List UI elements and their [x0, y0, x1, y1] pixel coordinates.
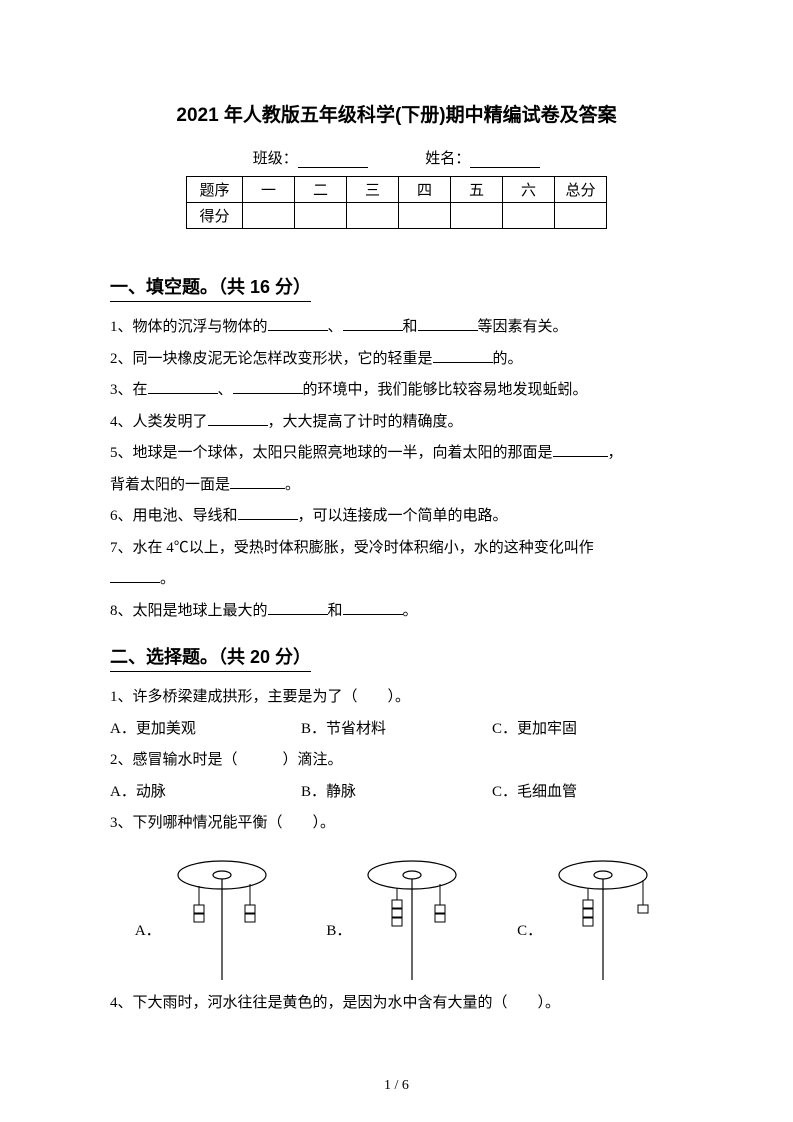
- cell: 五: [451, 177, 503, 203]
- s2q3: 3、下列哪种情况能平衡（ ）。: [110, 808, 683, 840]
- score-cell[interactable]: [295, 203, 347, 229]
- text: 等因素有关。: [478, 319, 568, 335]
- s2q1: 1、许多桥梁建成拱形，主要是为了（ ）。: [110, 682, 683, 714]
- cell: 二: [295, 177, 347, 203]
- blank[interactable]: [110, 568, 160, 583]
- text: 的。: [493, 351, 523, 367]
- table-row: 得分: [187, 203, 607, 229]
- blank[interactable]: [208, 411, 268, 426]
- blank[interactable]: [148, 379, 218, 394]
- diagram-label-c: C．: [517, 919, 542, 980]
- option-a[interactable]: A．动脉: [110, 777, 301, 809]
- s2q2-options: A．动脉 B．静脉 C．毛细血管: [110, 777, 683, 809]
- score-cell[interactable]: [399, 203, 451, 229]
- score-cell[interactable]: [451, 203, 503, 229]
- exam-title: 2021 年人教版五年级科学(下册)期中精编试卷及答案: [110, 100, 683, 127]
- cell: 六: [503, 177, 555, 203]
- text: 8、太阳是地球上最大的: [110, 603, 268, 619]
- section2-title: 二、选择题。（共 20 分）: [110, 643, 311, 672]
- option-a[interactable]: A．更加美观: [110, 714, 301, 746]
- diagram-b[interactable]: B．: [326, 850, 467, 980]
- q5: 5、地球是一个球体，太阳只能照亮地球的一半，向着太阳的那面是 ，: [110, 438, 683, 470]
- text: 1、物体的沉浮与物体的: [110, 319, 268, 335]
- cell: 总分: [555, 177, 607, 203]
- q3: 3、在 、 的环境中，我们能够比较容易地发现蚯蚓。: [110, 375, 683, 407]
- text: 。: [285, 477, 300, 493]
- q5-cont: 背着太阳的一面是 。: [110, 470, 683, 502]
- blank[interactable]: [433, 348, 493, 363]
- name-label: 姓名：: [425, 151, 470, 167]
- option-c[interactable]: C．更加牢固: [492, 714, 683, 746]
- score-cell[interactable]: [243, 203, 295, 229]
- pulley-diagram-icon: [167, 850, 277, 980]
- text: 和: [403, 319, 418, 335]
- section1-title: 一、填空题。（共 16 分）: [110, 273, 311, 302]
- text: 3、在: [110, 382, 148, 398]
- text: 、: [328, 319, 343, 335]
- q4: 4、人类发明了 ，大大提高了计时的精确度。: [110, 407, 683, 439]
- pulley-diagram-icon: [357, 850, 467, 980]
- pulley-diagram-icon: [548, 850, 658, 980]
- text: ，大大提高了计时的精确度。: [268, 414, 463, 430]
- cell-label: 题序: [187, 177, 243, 203]
- diagram-c[interactable]: C．: [517, 850, 658, 980]
- score-cell[interactable]: [503, 203, 555, 229]
- diagram-row: A． B． C．: [110, 850, 683, 980]
- score-cell[interactable]: [555, 203, 607, 229]
- option-b[interactable]: B．节省材料: [301, 714, 492, 746]
- cell: 三: [347, 177, 399, 203]
- s2q2: 2、感冒输水时是（ ）滴注。: [110, 745, 683, 777]
- page-number: 1 / 6: [0, 1078, 793, 1094]
- text: 。: [403, 603, 418, 619]
- option-b[interactable]: B．静脉: [301, 777, 492, 809]
- cell: 四: [399, 177, 451, 203]
- option-c[interactable]: C．毛细血管: [492, 777, 683, 809]
- diagram-label-b: B．: [326, 919, 351, 980]
- name-blank[interactable]: [470, 152, 540, 168]
- s2q4: 4、下大雨时，河水往往是黄色的，是因为水中含有大量的（ ）。: [110, 988, 683, 1020]
- blank[interactable]: [238, 505, 298, 520]
- text: 4、人类发明了: [110, 414, 208, 430]
- q8: 8、太阳是地球上最大的 和 。: [110, 596, 683, 628]
- blank[interactable]: [233, 379, 303, 394]
- score-cell[interactable]: [347, 203, 399, 229]
- table-row: 题序 一 二 三 四 五 六 总分: [187, 177, 607, 203]
- text: 、: [218, 382, 233, 398]
- q7-cont: 。: [110, 564, 683, 596]
- text: 2、同一块橡皮泥无论怎样改变形状，它的轻重是: [110, 351, 433, 367]
- text: 背着太阳的一面是: [110, 477, 230, 493]
- text: ，可以连接成一个简单的电路。: [298, 508, 508, 524]
- q6: 6、用电池、导线和 ，可以连接成一个简单的电路。: [110, 501, 683, 533]
- q7: 7、水在 4℃以上，受热时体积膨胀，受冷时体积缩小，水的这种变化叫作: [110, 533, 683, 565]
- diagram-a[interactable]: A．: [135, 850, 277, 980]
- score-table: 题序 一 二 三 四 五 六 总分 得分: [186, 176, 607, 229]
- class-label: 班级：: [253, 151, 298, 167]
- blank[interactable]: [553, 442, 608, 457]
- blank[interactable]: [268, 600, 328, 615]
- student-info-line: 班级： 姓名：: [110, 147, 683, 168]
- blank[interactable]: [343, 316, 403, 331]
- blank[interactable]: [343, 600, 403, 615]
- q1: 1、物体的沉浮与物体的 、 和 等因素有关。: [110, 312, 683, 344]
- q2: 2、同一块橡皮泥无论怎样改变形状，它的轻重是 的。: [110, 344, 683, 376]
- text: 。: [160, 571, 175, 587]
- cell: 一: [243, 177, 295, 203]
- s2q1-options: A．更加美观 B．节省材料 C．更加牢固: [110, 714, 683, 746]
- class-blank[interactable]: [298, 152, 368, 168]
- text: 6、用电池、导线和: [110, 508, 238, 524]
- text: ，: [608, 445, 623, 461]
- text: 7、水在 4℃以上，受热时体积膨胀，受冷时体积缩小，水的这种变化叫作: [110, 540, 594, 556]
- blank[interactable]: [418, 316, 478, 331]
- text: 和: [328, 603, 343, 619]
- blank[interactable]: [230, 474, 285, 489]
- diagram-label-a: A．: [135, 919, 161, 980]
- text: 5、地球是一个球体，太阳只能照亮地球的一半，向着太阳的那面是: [110, 445, 553, 461]
- text: 的环境中，我们能够比较容易地发现蚯蚓。: [303, 382, 588, 398]
- blank[interactable]: [268, 316, 328, 331]
- cell-label: 得分: [187, 203, 243, 229]
